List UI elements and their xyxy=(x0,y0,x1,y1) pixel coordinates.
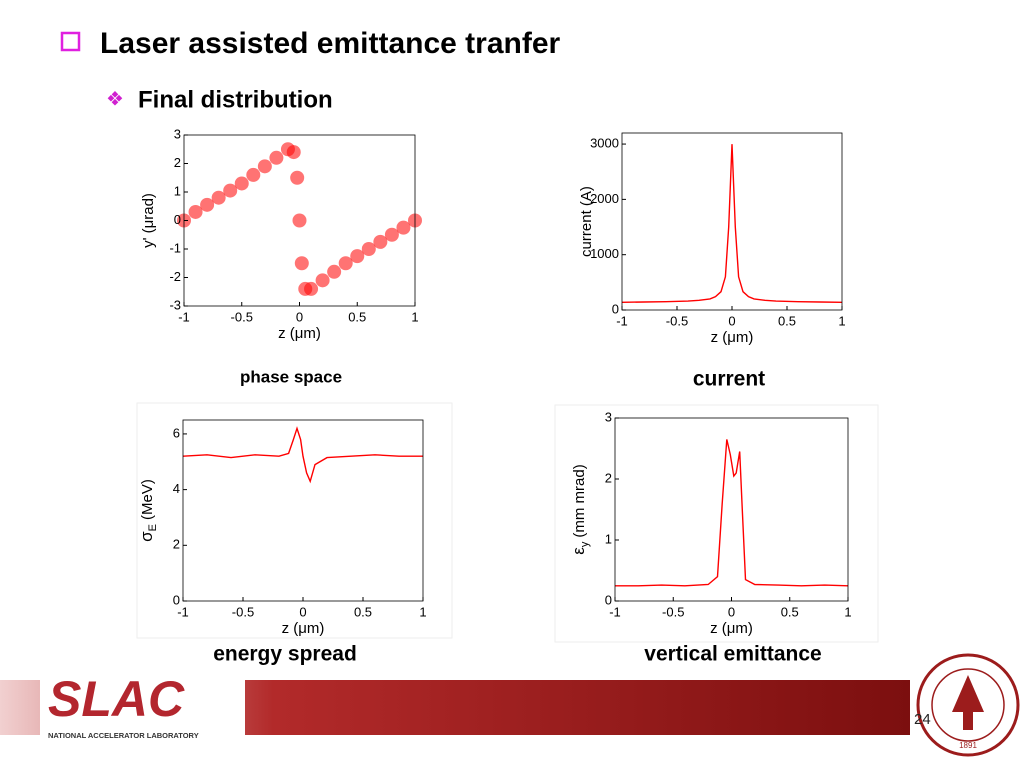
y-label-subscript: E xyxy=(147,524,159,531)
y-tick-label: 2 xyxy=(605,470,612,485)
point xyxy=(373,234,388,249)
line xyxy=(182,426,423,484)
y-axis-label: σE (MeV) xyxy=(137,479,158,542)
point xyxy=(223,183,238,198)
x-tick-label: -1 xyxy=(616,313,628,328)
x-tick-label: 0.5 xyxy=(354,604,372,619)
point xyxy=(188,204,203,219)
x-tick-label: -0.5 xyxy=(662,604,684,619)
point xyxy=(246,167,261,182)
y-label-symbol: σ xyxy=(137,531,156,542)
subtitle: Final distribution xyxy=(138,86,333,113)
point xyxy=(292,213,307,228)
point xyxy=(350,249,365,264)
plot-area xyxy=(183,420,423,601)
point xyxy=(361,242,376,256)
point xyxy=(269,150,284,165)
seal-inner xyxy=(931,668,1005,742)
y-label-symbol: ε xyxy=(569,547,588,555)
x-tick-label: -0.5 xyxy=(231,309,253,324)
point xyxy=(384,227,399,242)
title: Laser assisted emittance tranfer xyxy=(100,27,561,60)
bullet-box xyxy=(60,31,81,52)
y-axis-label: εy (mm mrad) xyxy=(569,464,590,554)
line xyxy=(615,439,849,587)
caption: phase space xyxy=(240,367,342,386)
x-tick-label: -0.5 xyxy=(666,313,688,328)
caption: vertical emittance xyxy=(644,643,821,666)
y-tick-label: 2 xyxy=(173,537,180,552)
y-tick-label: 1 xyxy=(174,183,181,198)
point xyxy=(338,256,353,271)
point xyxy=(257,159,272,174)
x-axis-label: z (μm) xyxy=(710,620,753,637)
y-tick-label: 1 xyxy=(605,531,612,546)
plot-area xyxy=(615,418,848,601)
x-tick-label: -1 xyxy=(609,604,621,619)
x-axis-label: z (μm) xyxy=(711,329,754,346)
y-tick-label: 0 xyxy=(605,592,612,607)
y-tick-label: 0 xyxy=(612,301,619,316)
y-label-subscript: y xyxy=(579,541,591,547)
y-label-unit: (mm mrad) xyxy=(571,464,588,537)
caption: energy spread xyxy=(213,643,357,666)
logo: SLAC xyxy=(48,671,185,727)
point xyxy=(290,170,305,185)
y-tick-label: -1 xyxy=(169,240,181,255)
plot-area xyxy=(622,133,842,310)
x-tick-label: 0.5 xyxy=(778,313,796,328)
x-tick-label: 0 xyxy=(728,604,735,619)
y-tick-label: 3 xyxy=(174,126,181,141)
point xyxy=(211,190,226,205)
point xyxy=(396,220,411,235)
x-tick-label: 1 xyxy=(411,309,418,324)
y-label-unit: (MeV) xyxy=(139,479,156,520)
x-tick-label: -0.5 xyxy=(232,604,254,619)
y-tick-label: 6 xyxy=(173,425,180,440)
point xyxy=(304,281,319,296)
y-axis-label: y' (μrad) xyxy=(140,193,157,248)
y-tick-label: 2000 xyxy=(590,191,619,206)
x-tick-label: 0.5 xyxy=(348,309,366,324)
y-tick-label: 3 xyxy=(605,409,612,424)
x-tick-label: -1 xyxy=(178,309,190,324)
point xyxy=(315,273,330,288)
logo-bg xyxy=(40,676,245,746)
point xyxy=(200,197,215,212)
x-tick-label: 1 xyxy=(838,313,845,328)
y-tick-label: -3 xyxy=(169,297,181,312)
caption: current xyxy=(693,368,765,391)
point xyxy=(286,145,301,160)
seal-tree xyxy=(952,675,984,730)
y-axis-label: current (A) xyxy=(578,186,595,257)
x-tick-label: 1 xyxy=(844,604,851,619)
x-tick-label: 0 xyxy=(728,313,735,328)
x-tick-label: 0 xyxy=(296,309,303,324)
x-tick-label: -1 xyxy=(177,604,189,619)
page-number: 24 xyxy=(914,711,931,728)
x-axis-label: z (μm) xyxy=(282,620,325,637)
y-tick-label: 3000 xyxy=(590,136,619,151)
point xyxy=(294,256,309,271)
y-tick-label: 0 xyxy=(174,212,181,227)
y-tick-label: 2 xyxy=(174,155,181,170)
x-tick-label: 0 xyxy=(299,604,306,619)
lab-name: NATIONAL ACCELERATOR LABORATORY xyxy=(48,731,199,740)
line xyxy=(621,144,843,303)
x-tick-label: 0.5 xyxy=(781,604,799,619)
point xyxy=(234,176,249,191)
x-tick-label: 1 xyxy=(419,604,426,619)
bullet-diamond: ❖ xyxy=(106,88,124,110)
point xyxy=(327,264,342,279)
seal-year: 1891 xyxy=(959,741,977,750)
x-axis-label: z (μm) xyxy=(278,325,321,342)
y-tick-label: -2 xyxy=(169,269,181,284)
y-tick-label: 1000 xyxy=(590,246,619,261)
y-tick-label: 0 xyxy=(173,592,180,607)
y-tick-label: 4 xyxy=(173,481,180,496)
